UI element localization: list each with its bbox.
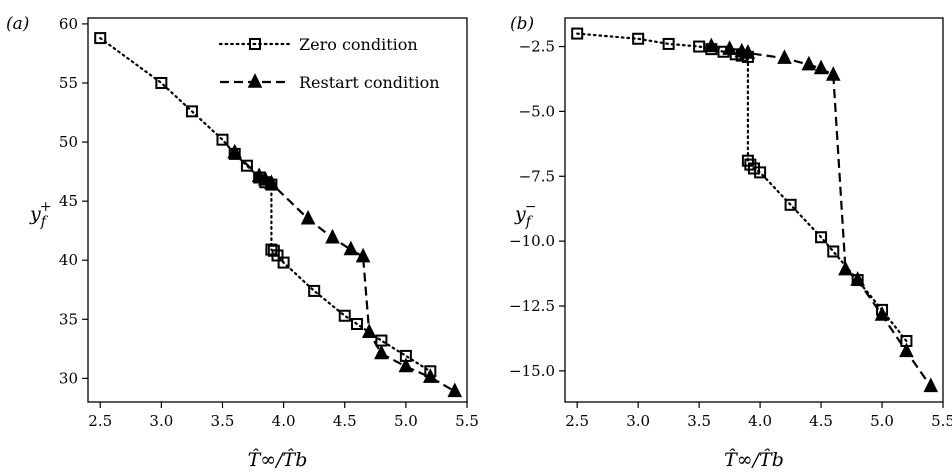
panel-b-series-zero-point bbox=[571, 27, 584, 40]
panel-b-ytick-label: −10.0 bbox=[509, 232, 555, 250]
panel-b-series-restart-point bbox=[923, 377, 939, 393]
panel-b-ytick-label: −15.0 bbox=[509, 362, 555, 380]
panel-b-series-restart-point bbox=[838, 260, 853, 276]
panel-b-xlabel: T̂∞/T̂b bbox=[724, 449, 784, 471]
panel-b-series-restart-point bbox=[813, 59, 829, 75]
panel-a-series-restart-point bbox=[355, 247, 371, 263]
panel-a-series-restart-point bbox=[447, 382, 463, 398]
panel-b-xtick-label: 5.0 bbox=[870, 412, 894, 430]
panel-a-series-zero-line bbox=[99, 36, 432, 373]
panel-b-xtick-label: 2.5 bbox=[565, 412, 589, 430]
panel-a-series-zero-point bbox=[185, 105, 198, 118]
panel-a-series-restart-point bbox=[374, 344, 389, 360]
panel-a-series-restart-point bbox=[264, 174, 279, 190]
panel-a-series-zero-point bbox=[277, 256, 290, 269]
panel-a-series-zero-point bbox=[338, 309, 351, 322]
panel-b-ytick-label: −12.5 bbox=[509, 297, 555, 315]
panel-a-axes-frame bbox=[87, 17, 468, 403]
panel-b-series-zero-point bbox=[827, 245, 840, 258]
panel-a-xtick-label: 3.0 bbox=[149, 412, 173, 430]
panel-b-axes-frame bbox=[564, 17, 944, 403]
panel-b-series-zero-point bbox=[754, 166, 767, 179]
panel-a-series-restart-point bbox=[343, 240, 359, 256]
panel-a-series-zero-point bbox=[375, 334, 388, 347]
panel-b-series-restart-line bbox=[711, 45, 932, 388]
panel-b-ylabel: yf− bbox=[514, 199, 537, 230]
panel-b-xtick-label: 5.5 bbox=[931, 412, 952, 430]
panel-a-ytick-label: 55 bbox=[59, 74, 78, 92]
panel-b-series-restart-point bbox=[874, 306, 890, 321]
panel-a-series-zero-point bbox=[216, 133, 229, 146]
panel-b-series-zero-point bbox=[815, 231, 828, 244]
panel-b-series-zero-point bbox=[632, 32, 645, 45]
panel-a-xtick-label: 4.5 bbox=[333, 412, 357, 430]
panel-b-series-zero bbox=[571, 27, 913, 348]
panel-b-series-restart bbox=[704, 37, 939, 393]
panel-b-series-restart-point bbox=[740, 44, 756, 59]
panel-b-xtick-label: 3.0 bbox=[626, 412, 650, 430]
panel-a-series-zero-point bbox=[94, 32, 107, 45]
panel-a-series-restart-point bbox=[325, 228, 340, 244]
panel-b-series-restart-point bbox=[801, 55, 817, 71]
panel-a-series-zero-point bbox=[240, 159, 253, 172]
panel-b-series-restart-point bbox=[899, 342, 914, 358]
panel-b-ytick-label: −5.0 bbox=[519, 102, 555, 120]
panel-b-series-zero-line bbox=[576, 32, 908, 343]
panel-a-xtick-label: 3.5 bbox=[211, 412, 235, 430]
panel-b-series-zero-point bbox=[748, 162, 760, 175]
panel-b-series-restart-point bbox=[704, 37, 719, 53]
panel-a-series-zero-point bbox=[308, 284, 321, 297]
panel-b-ytick-label: −2.5 bbox=[519, 38, 555, 56]
panel-a-label: (a) bbox=[6, 14, 29, 34]
panel-a-series-zero-point bbox=[350, 318, 363, 331]
panel-a: 2.5 3.0 3.5 4.0 4.5 5.0 5.5 30 35 40 45 50 55 60 (a) T̂… bbox=[6, 14, 479, 471]
panel-b-series-zero-point bbox=[693, 40, 706, 53]
panel-b-series-zero-point bbox=[744, 158, 757, 171]
panel-a-ytick-label: 45 bbox=[59, 192, 78, 210]
panel-b-series-restart-point bbox=[825, 66, 841, 81]
panel-a-xtick-label: 5.5 bbox=[455, 412, 479, 430]
panel-b-xtick-label: 4.5 bbox=[809, 412, 833, 430]
panel-a-ytick-label: 60 bbox=[59, 15, 78, 33]
panel-a-series-restart-point bbox=[300, 209, 316, 225]
panel-b-series-zero-point bbox=[741, 154, 754, 167]
panel-a-legend-label: Restart condition bbox=[299, 73, 440, 92]
panel-a-xtick-label: 4.0 bbox=[272, 412, 296, 430]
panel-a-xtick-label: 2.5 bbox=[88, 412, 112, 430]
panel-a-ytick-label: 30 bbox=[59, 369, 78, 387]
panel-a-series-restart bbox=[227, 143, 463, 398]
panel-a-series-restart-point bbox=[227, 143, 243, 159]
panel-b-series-restart-point bbox=[850, 271, 865, 286]
panel-a-series-restart-point bbox=[398, 357, 414, 373]
panel-b: 2.5 3.0 3.5 4.0 4.5 5.0 5.5 −2.5 −5.0 −7.5 −10.0 −1… bbox=[509, 14, 952, 471]
panel-a-ytick-label: 35 bbox=[59, 310, 78, 328]
panel-b-label: (b) bbox=[510, 14, 534, 34]
panel-b-ytick-label: −7.5 bbox=[519, 167, 555, 185]
panel-a-xlabel: T̂∞/T̂b bbox=[248, 449, 308, 471]
panel-b-xtick-label: 4.0 bbox=[748, 412, 772, 430]
panel-a-legend-swatch-marker bbox=[247, 73, 263, 88]
panel-a-series-zero-point bbox=[155, 76, 168, 89]
panel-a-series-restart-point bbox=[423, 368, 438, 383]
panel-b-series-restart-point bbox=[722, 40, 737, 55]
panel-b-series-zero-point bbox=[662, 37, 675, 50]
panel-a-series-restart-point bbox=[361, 323, 377, 338]
panel-a-ytick-label: 40 bbox=[59, 251, 78, 269]
panel-a-legend: Zero condition Restart condition bbox=[218, 35, 440, 92]
panel-a-series-zero-point bbox=[271, 249, 284, 262]
panel-b-series-zero-point bbox=[784, 198, 797, 211]
panel-b-series-restart-point bbox=[777, 49, 792, 64]
panel-a-xtick-label: 5.0 bbox=[394, 412, 418, 430]
panel-a-legend-swatch-marker bbox=[249, 38, 261, 50]
panel-a-ylabel: yf+ bbox=[29, 199, 52, 230]
panel-a-legend-label: Zero condition bbox=[299, 35, 418, 54]
panel-a-ytick-label: 50 bbox=[59, 133, 78, 151]
panel-b-xtick-label: 3.5 bbox=[687, 412, 711, 430]
